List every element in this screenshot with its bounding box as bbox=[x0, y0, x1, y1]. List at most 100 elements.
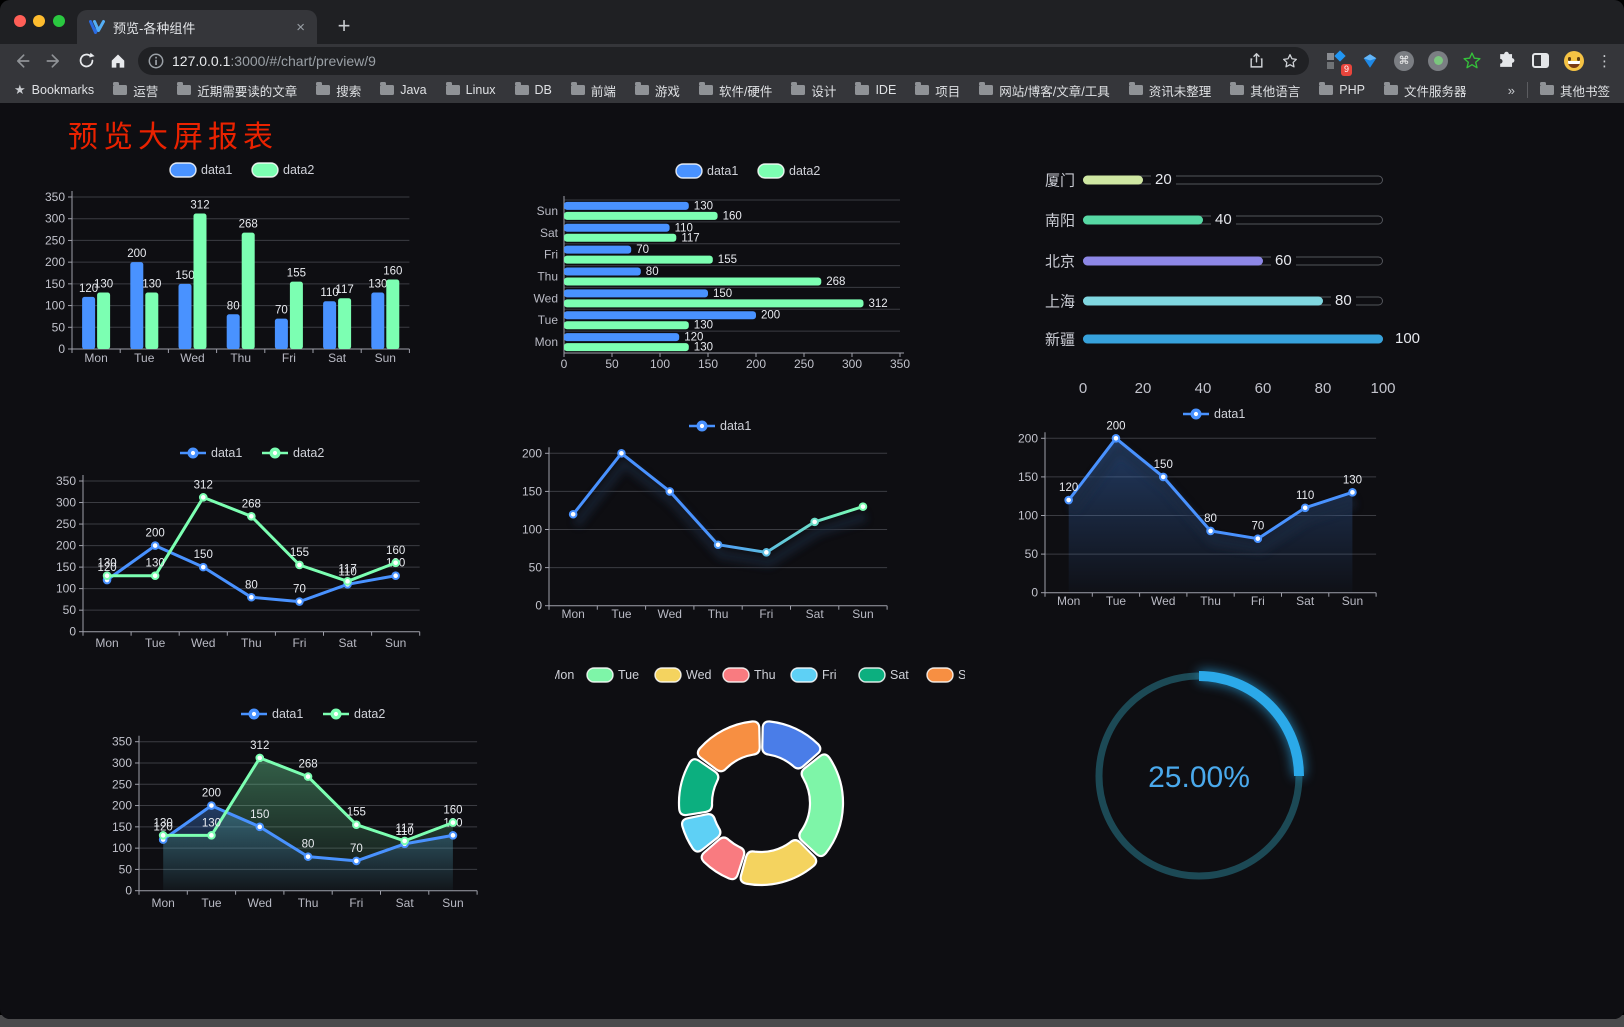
share-icon[interactable] bbox=[1248, 52, 1265, 69]
folder-icon bbox=[113, 82, 128, 95]
reload-icon[interactable] bbox=[74, 49, 98, 73]
grouped-bar-chart[interactable]: 0 50 100 150 200 250 300 350 Mon Tue Wed Thu Fri Sat S… bbox=[40, 148, 435, 376]
bookmark-item[interactable]: IDE bbox=[855, 82, 896, 97]
city-progress-chart[interactable]: 厦门 20 南阳 40 北京 60 上海 80 新疆 100 0 20 40 60 80 100 bbox=[990, 150, 1425, 397]
dual-area-line-chart[interactable]: 0 50 100 150 200 250 300 350 Mon Tue Wed Thu Fri Sat S… bbox=[95, 700, 485, 918]
new-tab-button[interactable]: + bbox=[337, 13, 351, 38]
svg-text:80: 80 bbox=[646, 266, 659, 278]
bookmark-item[interactable]: 资讯未整理 bbox=[1128, 81, 1211, 100]
bookmarks-overflow-icon[interactable]: » bbox=[1507, 82, 1515, 98]
traffic-close-button[interactable] bbox=[14, 15, 26, 27]
forward-icon[interactable] bbox=[42, 49, 66, 73]
svg-text:130: 130 bbox=[694, 320, 713, 332]
command-extension-icon[interactable]: ⌘ bbox=[1392, 49, 1416, 73]
svg-text:70: 70 bbox=[636, 244, 649, 256]
dual-line-chart[interactable]: 0 50 100 150 200 250 300 350 Mon Tue Wed Thu Fri Sat S… bbox=[45, 440, 425, 658]
pinned-extension-icon[interactable]: 9 bbox=[1324, 49, 1352, 76]
svg-text:200: 200 bbox=[746, 357, 766, 371]
progress-row-label: 新疆 bbox=[1044, 331, 1075, 349]
week-donut-chart[interactable]: Mon Tue Wed Thu Fri Sat Sun bbox=[555, 655, 965, 910]
browser-toolbar: 127.0.0.1:3000/#/chart/preview/9 9 ⌘ bbox=[0, 44, 1624, 77]
traffic-minimize-button[interactable] bbox=[33, 15, 45, 27]
svg-text:150: 150 bbox=[713, 288, 732, 300]
svg-text:100: 100 bbox=[56, 582, 76, 596]
bookmark-item[interactable]: 网站/博客/文章/工具 bbox=[979, 81, 1110, 100]
svg-text:Sat: Sat bbox=[806, 607, 825, 621]
svg-text:250: 250 bbox=[45, 233, 65, 247]
svg-text:data1: data1 bbox=[201, 163, 232, 177]
traffic-zoom-button[interactable] bbox=[53, 15, 65, 27]
svg-text:117: 117 bbox=[335, 284, 353, 296]
bookmark-star-icon[interactable] bbox=[1281, 52, 1299, 70]
svg-text:80: 80 bbox=[245, 579, 258, 591]
svg-text:120: 120 bbox=[79, 283, 98, 295]
svg-text:Thu: Thu bbox=[708, 607, 729, 621]
back-icon[interactable] bbox=[10, 49, 34, 73]
svg-text:Sun: Sun bbox=[852, 607, 873, 621]
devtools-gem-icon[interactable] bbox=[1358, 49, 1382, 73]
bookmark-item[interactable]: 游戏 bbox=[634, 81, 680, 100]
tab-close-icon[interactable]: × bbox=[296, 18, 305, 36]
bookmark-item[interactable]: 运营 bbox=[113, 81, 158, 100]
svg-text:155: 155 bbox=[718, 254, 737, 266]
svg-text:117: 117 bbox=[681, 232, 699, 244]
svg-text:268: 268 bbox=[298, 759, 317, 771]
svg-text:Fri: Fri bbox=[349, 896, 363, 910]
tab-title: 预览-各种组件 bbox=[113, 20, 196, 36]
bookmark-item[interactable]: 文件服务器 bbox=[1383, 81, 1466, 100]
green-star-extension-icon[interactable] bbox=[1460, 49, 1484, 73]
bookmarks-manager-item[interactable]: ★ Bookmarks bbox=[14, 82, 95, 97]
svg-text:300: 300 bbox=[45, 212, 65, 226]
svg-text:50: 50 bbox=[605, 357, 619, 371]
svg-text:Thu: Thu bbox=[298, 896, 319, 910]
svg-text:Sat: Sat bbox=[328, 351, 347, 365]
bookmark-item[interactable]: 近期需要读的文章 bbox=[177, 81, 297, 100]
bookmark-item[interactable]: Java bbox=[380, 82, 427, 97]
bookmark-item[interactable]: PHP bbox=[1319, 82, 1365, 97]
address-bar[interactable]: 127.0.0.1:3000/#/chart/preview/9 bbox=[138, 46, 1309, 75]
site-info-icon[interactable] bbox=[148, 53, 164, 69]
svg-text:100: 100 bbox=[112, 841, 132, 855]
svg-text:80: 80 bbox=[302, 839, 315, 851]
page-title: 预览大屏报表 bbox=[68, 121, 278, 154]
side-panel-icon[interactable] bbox=[1528, 49, 1552, 73]
other-bookmarks-item[interactable]: 其他书签 bbox=[1539, 81, 1610, 100]
bookmark-item[interactable]: 项目 bbox=[915, 81, 960, 100]
percent-gauge-chart[interactable]: 25.00% bbox=[1065, 645, 1335, 915]
bookmark-item[interactable]: DB bbox=[514, 82, 552, 97]
bookmark-item[interactable]: 设计 bbox=[791, 81, 836, 100]
svg-text:Wed: Wed bbox=[534, 291, 558, 305]
svg-text:110: 110 bbox=[1296, 490, 1314, 502]
svg-text:Thu: Thu bbox=[754, 668, 776, 682]
svg-text:Thu: Thu bbox=[230, 351, 251, 365]
svg-text:110: 110 bbox=[320, 287, 338, 299]
svg-text:150: 150 bbox=[112, 820, 132, 834]
extensions-puzzle-icon[interactable] bbox=[1494, 49, 1518, 73]
active-tab[interactable]: 预览-各种组件 × bbox=[77, 10, 317, 44]
svg-text:80: 80 bbox=[227, 300, 240, 312]
folder-icon bbox=[791, 82, 806, 95]
home-icon[interactable] bbox=[106, 49, 130, 73]
svg-text:130: 130 bbox=[694, 342, 713, 354]
bookmark-item[interactable]: 软件/硬件 bbox=[698, 81, 772, 100]
gradient-line-chart[interactable]: 0 50 100 150 200 Mon Tue Wed Thu Fri Sat Sun data1 bbox=[500, 415, 890, 633]
svg-text:Mon: Mon bbox=[95, 636, 118, 650]
svg-text:70: 70 bbox=[1251, 521, 1264, 533]
svg-text:data1: data1 bbox=[720, 419, 751, 433]
svg-text:Sun: Sun bbox=[537, 204, 558, 218]
browser-menu-icon[interactable]: ⋮ bbox=[1597, 52, 1612, 70]
emoji-extension-icon[interactable] bbox=[1562, 49, 1586, 73]
svg-text:50: 50 bbox=[529, 561, 543, 575]
bookmark-item[interactable]: 其他语言 bbox=[1230, 81, 1300, 100]
bookmark-item[interactable]: 前端 bbox=[570, 81, 616, 100]
bookmark-item[interactable]: Linux bbox=[445, 82, 496, 97]
svg-text:200: 200 bbox=[146, 528, 165, 540]
area-line-chart[interactable]: 0 50 100 150 200 Mon Tue Wed Thu Fri Sat Sun 120 200 1… bbox=[985, 405, 1385, 620]
recorder-extension-icon[interactable] bbox=[1426, 49, 1450, 73]
svg-text:350: 350 bbox=[56, 474, 76, 488]
svg-text:100: 100 bbox=[1018, 509, 1038, 523]
svg-text:Wed: Wed bbox=[191, 636, 215, 650]
bookmark-item[interactable]: 搜索 bbox=[316, 81, 361, 100]
